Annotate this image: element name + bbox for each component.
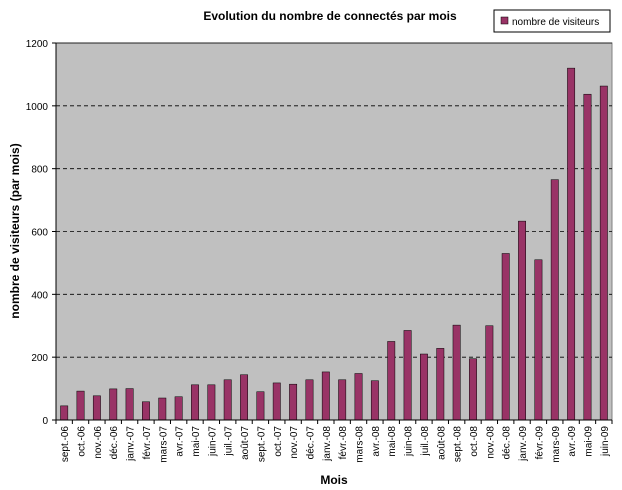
bar [387, 341, 396, 421]
x-tick-label: juin-08 [404, 426, 415, 457]
bar [207, 384, 216, 421]
bar [452, 324, 461, 421]
bar [60, 405, 69, 421]
x-tick-label: avr.-09 [567, 426, 578, 457]
bar [142, 401, 150, 421]
x-tick-label: nov.-07 [289, 426, 300, 459]
y-tick-label: 1000 [26, 102, 49, 113]
x-tick-label: janv.-08 [322, 426, 333, 462]
bar [469, 358, 477, 421]
bar [501, 253, 510, 421]
bar [567, 67, 576, 421]
x-tick-label: déc.-06 [109, 426, 120, 460]
bar [403, 330, 412, 421]
y-tick-label: 1200 [26, 39, 49, 50]
x-tick-label: mars-07 [158, 426, 169, 463]
x-tick-label: avr.-08 [371, 426, 382, 457]
x-tick-label: juin-07 [207, 426, 218, 457]
chart-title: Evolution du nombre de connectés par moi… [203, 9, 457, 23]
x-tick-label: févr.-09 [534, 426, 545, 460]
y-tick-label: 0 [42, 416, 48, 427]
x-tick-label: juin-09 [600, 426, 611, 457]
x-tick-label: mars-08 [355, 426, 366, 463]
x-tick-label: sept.-06 [60, 426, 71, 463]
bar [289, 383, 298, 421]
bar [174, 396, 183, 421]
bar [321, 371, 330, 421]
bar [125, 388, 134, 421]
bar [599, 85, 608, 421]
y-tick-label: 600 [31, 228, 48, 239]
bar [420, 353, 428, 421]
bar [272, 382, 281, 421]
legend-swatch [500, 16, 509, 25]
legend-label: nombre de visiteurs [512, 17, 599, 28]
x-tick-label: août-07 [240, 426, 251, 460]
x-tick-label: mai-08 [387, 426, 398, 457]
y-axis-ticks: 0 200 400 600 800 1000 1200 [26, 39, 56, 427]
x-tick-label: janv.-09 [518, 426, 529, 462]
y-axis-title: nombre de visiteurs (par mois) [8, 143, 22, 318]
bar [191, 384, 199, 421]
bar [305, 379, 314, 421]
x-tick-label: févr.-07 [142, 426, 153, 460]
bar [92, 395, 101, 421]
x-tick-label: juil.-07 [224, 426, 235, 457]
x-tick-label: oct.-08 [469, 426, 480, 457]
x-tick-label: avr.-07 [175, 426, 186, 457]
x-tick-label: oct.-07 [273, 426, 284, 457]
legend-box [493, 9, 611, 33]
x-tick-label: déc.-08 [502, 426, 513, 460]
bars [60, 67, 608, 421]
x-tick-label: août-08 [436, 426, 447, 460]
bar [583, 93, 592, 421]
bar [240, 374, 248, 421]
x-tick-label: sept.-08 [453, 426, 464, 463]
x-tick-label: juil.-08 [420, 426, 431, 457]
x-tick-label: nov.-08 [485, 426, 496, 459]
x-tick-label: oct.-06 [77, 426, 88, 457]
bar [223, 379, 232, 421]
x-axis-ticks: sept.-06 oct.-06 nov.-06 déc.-06 janv.-07 fév… [55, 420, 613, 463]
bar [550, 179, 559, 421]
bar [354, 373, 363, 421]
x-axis-title: Mois [320, 473, 348, 487]
y-tick-label: 800 [31, 165, 48, 176]
y-tick-label: 200 [31, 353, 48, 364]
bar [436, 348, 445, 421]
bar [338, 379, 347, 421]
x-tick-label: mai-07 [191, 426, 202, 457]
x-tick-label: déc.-07 [305, 426, 316, 460]
x-tick-label: sept.-07 [256, 426, 267, 463]
bar [370, 380, 379, 421]
bar [256, 391, 265, 421]
bar [534, 259, 543, 421]
bar [76, 390, 85, 421]
x-tick-label: févr.-08 [338, 426, 349, 460]
y-tick-label: 400 [31, 290, 48, 301]
x-tick-label: janv.-07 [126, 426, 137, 462]
legend: nombre de visiteurs [493, 9, 611, 33]
bar [518, 220, 526, 421]
x-tick-label: mars-09 [551, 426, 562, 463]
bar [158, 397, 167, 421]
x-tick-label: nov.-06 [93, 426, 104, 459]
bar [109, 388, 118, 421]
bar [485, 325, 494, 421]
x-tick-label: mai-09 [583, 426, 594, 457]
